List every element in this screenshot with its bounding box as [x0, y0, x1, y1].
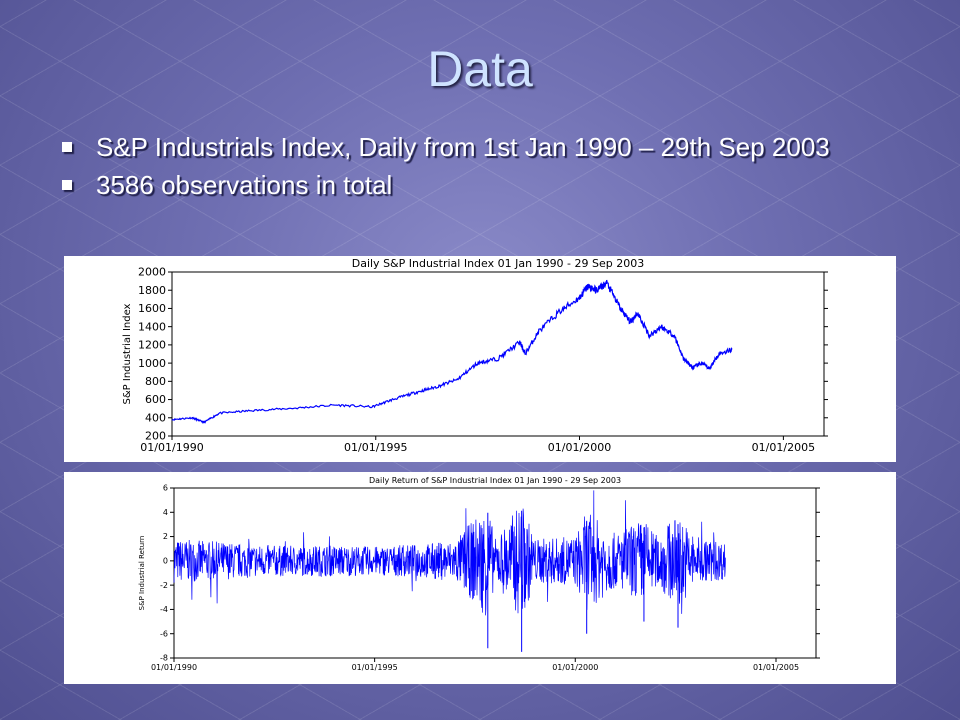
x-tick-label: 01/01/2005: [752, 441, 815, 454]
y-tick-label: 400: [145, 411, 166, 424]
return-line-chart: Daily Return of S&P Industrial Index 01 …: [138, 476, 820, 672]
x-tick-label: 01/01/1990: [140, 441, 203, 454]
y-tick-label: 1400: [138, 320, 166, 333]
plot-frame: [171, 271, 825, 437]
y-tick-label: 1800: [138, 284, 166, 297]
chart-title: Daily Return of S&P Industrial Index 01 …: [369, 476, 621, 485]
bullet-item: S&P Industrials Index, Daily from 1st Ja…: [60, 132, 920, 162]
x-tick-label: 01/01/1990: [151, 663, 197, 672]
return-series-line: [173, 490, 726, 616]
y-tick-label: 600: [145, 393, 166, 406]
y-tick-label: 800: [145, 375, 166, 388]
y-tick-label: 1000: [138, 357, 166, 370]
x-tick-label: 01/01/2005: [753, 663, 799, 672]
y-tick-label: -6: [160, 629, 168, 638]
square-bullet-icon: [62, 142, 72, 152]
y-tick-label: -2: [160, 581, 168, 590]
y-axis-label: S&P Industrial Return: [138, 536, 146, 611]
bullet-text: 3586 observations in total: [96, 170, 393, 200]
bullet-text: S&P Industrials Index, Daily from 1st Ja…: [96, 132, 830, 162]
bullet-list: S&P Industrials Index, Daily from 1st Ja…: [60, 132, 920, 208]
y-tick-label: -4: [160, 605, 168, 614]
y-tick-label: 4: [163, 508, 168, 517]
y-tick-label: 1200: [138, 339, 166, 352]
y-tick-label: 0: [163, 557, 168, 566]
bullet-item: 3586 observations in total: [60, 170, 920, 200]
y-tick-label: 1600: [138, 302, 166, 315]
y-tick-label: 6: [163, 484, 168, 493]
index-line-chart: Daily S&P Industrial Index 01 Jan 1990 -…: [122, 257, 828, 454]
square-bullet-icon: [62, 180, 72, 190]
index-series-line: [171, 279, 733, 425]
return-chart-panel: Daily Return of S&P Industrial Index 01 …: [64, 472, 896, 684]
y-axis-label: S&P Industrial Index: [122, 303, 133, 404]
y-tick-label: -8: [160, 654, 168, 663]
y-tick-label: 2: [163, 532, 168, 541]
y-tick-label: 2000: [138, 266, 166, 279]
x-tick-label: 01/01/1995: [352, 663, 398, 672]
index-chart-panel: Daily S&P Industrial Index 01 Jan 1990 -…: [64, 256, 896, 462]
x-tick-label: 01/01/2000: [548, 441, 611, 454]
x-tick-label: 01/01/2000: [552, 663, 598, 672]
x-tick-label: 01/01/1995: [344, 441, 407, 454]
chart-title: Daily S&P Industrial Index 01 Jan 1990 -…: [352, 257, 645, 270]
y-tick-label: 200: [145, 430, 166, 443]
slide-title: Data: [427, 41, 533, 97]
